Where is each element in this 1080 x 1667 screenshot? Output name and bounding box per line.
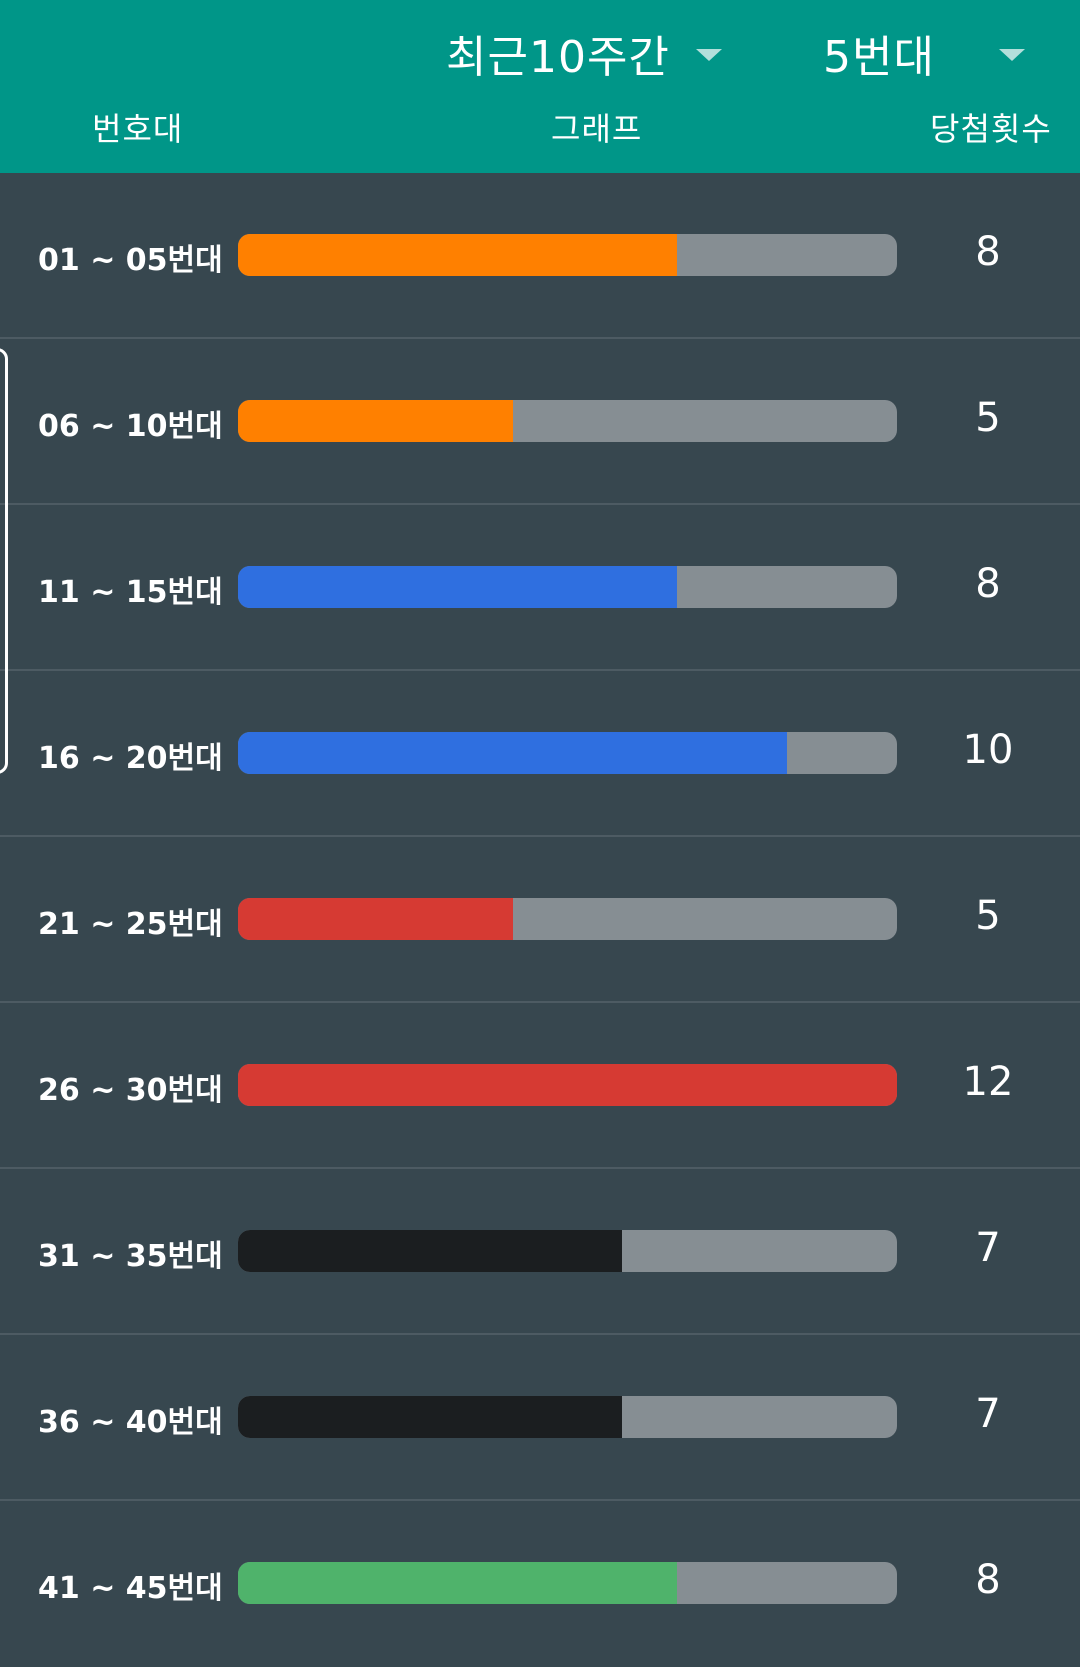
win-count-value: 8 <box>975 1557 1001 1603</box>
drawer-handle[interactable] <box>0 348 8 774</box>
range-label: 11 ~ 15번대 <box>38 575 223 610</box>
bar-fill <box>238 1230 623 1272</box>
bar-track <box>238 566 897 608</box>
number-range-list: 01 ~ 05번대 8 06 ~ 10번대 5 11 ~ 15번대 8 16 ~ 20번대 1… <box>0 173 1080 1667</box>
win-count-value: 8 <box>975 229 1001 275</box>
period-dropdown[interactable]: 최근10주간 <box>446 18 736 88</box>
win-count-value: 5 <box>975 395 1001 441</box>
list-item: 36 ~ 40번대 7 <box>0 1335 1080 1501</box>
list-item: 26 ~ 30번대 12 <box>0 1003 1080 1169</box>
list-item: 01 ~ 05번대 8 <box>0 173 1080 339</box>
column-header-count: 당첨횟수 <box>930 110 1052 148</box>
list-item: 41 ~ 45번대 8 <box>0 1501 1080 1667</box>
win-count-value: 12 <box>962 1059 1014 1105</box>
bar-fill <box>238 1064 897 1106</box>
group-dropdown[interactable]: 5번대 <box>823 18 1033 88</box>
range-label: 06 ~ 10번대 <box>38 409 223 444</box>
group-dropdown-label: 5번대 <box>823 32 935 83</box>
bar-fill <box>238 400 513 442</box>
range-label: 26 ~ 30번대 <box>38 1073 223 1108</box>
win-count-value: 5 <box>975 893 1001 939</box>
list-item: 16 ~ 20번대 10 <box>0 671 1080 837</box>
chevron-down-icon <box>696 49 722 61</box>
range-label: 21 ~ 25번대 <box>38 907 223 942</box>
column-header-graph: 그래프 <box>551 110 643 148</box>
bar-track <box>238 1230 897 1272</box>
bar-track <box>238 732 897 774</box>
bar-fill <box>238 566 678 608</box>
list-item: 21 ~ 25번대 5 <box>0 837 1080 1003</box>
bar-track <box>238 1396 897 1438</box>
range-label: 41 ~ 45번대 <box>38 1571 223 1606</box>
range-label: 16 ~ 20번대 <box>38 741 223 776</box>
bar-fill <box>238 234 678 276</box>
bar-fill <box>238 1396 623 1438</box>
period-dropdown-label: 최근10주간 <box>446 32 670 83</box>
bar-fill <box>238 1562 678 1604</box>
range-label: 36 ~ 40번대 <box>38 1405 223 1440</box>
bar-track <box>238 1064 897 1106</box>
bar-fill <box>238 732 788 774</box>
list-item: 31 ~ 35번대 7 <box>0 1169 1080 1335</box>
chevron-down-icon <box>999 49 1025 61</box>
list-item: 11 ~ 15번대 8 <box>0 505 1080 671</box>
win-count-value: 10 <box>962 727 1014 773</box>
header-bar: 최근10주간 5번대 번호대 그래프 당첨횟수 <box>0 0 1080 173</box>
bar-track <box>238 234 897 276</box>
win-count-value: 7 <box>975 1225 1001 1271</box>
column-header-range: 번호대 <box>92 110 184 148</box>
range-label: 01 ~ 05번대 <box>38 243 223 278</box>
bar-track <box>238 898 897 940</box>
bar-fill <box>238 898 513 940</box>
bar-track <box>238 1562 897 1604</box>
range-label: 31 ~ 35번대 <box>38 1239 223 1274</box>
win-count-value: 8 <box>975 561 1001 607</box>
bar-track <box>238 400 897 442</box>
list-item: 06 ~ 10번대 5 <box>0 339 1080 505</box>
win-count-value: 7 <box>975 1391 1001 1437</box>
